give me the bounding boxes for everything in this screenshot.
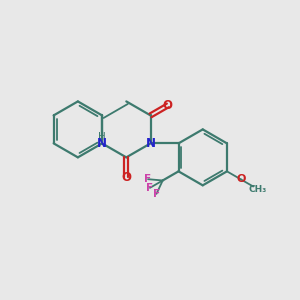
Text: CH₃: CH₃ [249, 185, 267, 194]
Text: F: F [146, 183, 154, 193]
Text: N: N [97, 137, 107, 150]
Text: H: H [98, 132, 106, 142]
Text: F: F [153, 189, 160, 199]
Text: O: O [121, 171, 131, 184]
Text: F: F [145, 174, 152, 184]
Text: O: O [236, 174, 246, 184]
Text: O: O [163, 99, 173, 112]
Text: N: N [146, 137, 155, 150]
